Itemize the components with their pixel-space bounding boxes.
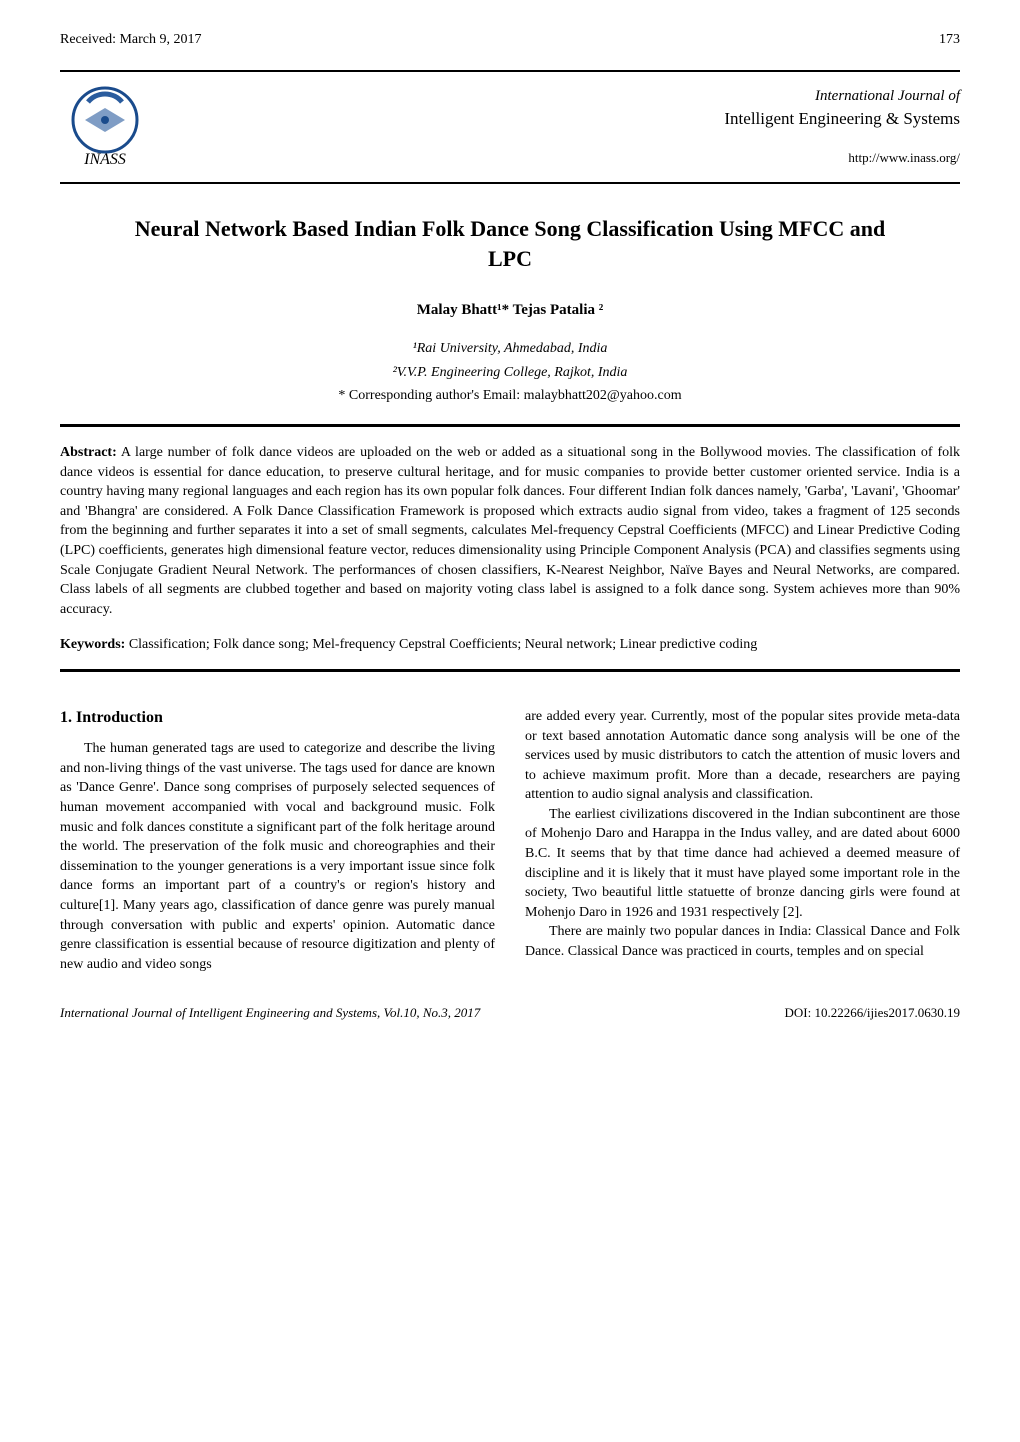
col2-para3: There are mainly two popular dances in I… — [525, 922, 960, 961]
page-footer: International Journal of Intelligent Eng… — [60, 1004, 960, 1022]
col1-para1: The human generated tags are used to cat… — [60, 739, 495, 974]
paper-title: Neural Network Based Indian Folk Dance S… — [120, 214, 900, 276]
journal-title-line1: International Journal of — [724, 86, 960, 107]
affiliation-2: ²V.V.P. Engineering College, Rajkot, Ind… — [60, 363, 960, 383]
section-1-heading: 1. Introduction — [60, 707, 495, 729]
journal-info: International Journal of Intelligent Eng… — [724, 86, 960, 167]
corresponding-author: * Corresponding author's Email: malaybha… — [60, 386, 960, 406]
journal-header: INASS International Journal of Intellige… — [60, 70, 960, 184]
svg-text:INASS: INASS — [83, 151, 126, 168]
abstract-text: A large number of folk dance videos are … — [60, 445, 960, 617]
col2-para1: are added every year. Currently, most of… — [525, 707, 960, 805]
page-number: 173 — [939, 30, 960, 50]
authors: Malay Bhatt¹* Tejas Patalia ² — [60, 300, 960, 321]
footer-journal-ref: International Journal of Intelligent Eng… — [60, 1004, 480, 1022]
footer-doi: DOI: 10.22266/ijies2017.0630.19 — [785, 1004, 961, 1022]
received-date: Received: March 9, 2017 — [60, 30, 202, 50]
keywords-text: Classification; Folk dance song; Mel-fre… — [125, 637, 757, 652]
column-left: 1. Introduction The human generated tags… — [60, 707, 495, 975]
column-right: are added every year. Currently, most of… — [525, 707, 960, 975]
col2-para2: The earliest civilizations discovered in… — [525, 805, 960, 923]
journal-url: http://www.inass.org/ — [724, 149, 960, 167]
abstract-label: Abstract: — [60, 445, 117, 460]
keywords-label: Keywords: — [60, 637, 125, 652]
journal-logo: INASS — [60, 82, 150, 172]
journal-title-line2: Intelligent Engineering & Systems — [724, 107, 960, 131]
divider-bottom — [60, 669, 960, 672]
divider-top — [60, 424, 960, 427]
keywords: Keywords: Classification; Folk dance son… — [60, 635, 960, 655]
body-columns: 1. Introduction The human generated tags… — [60, 707, 960, 975]
affiliation-1: ¹Rai University, Ahmedabad, India — [60, 339, 960, 359]
abstract: Abstract: A large number of folk dance v… — [60, 443, 960, 619]
